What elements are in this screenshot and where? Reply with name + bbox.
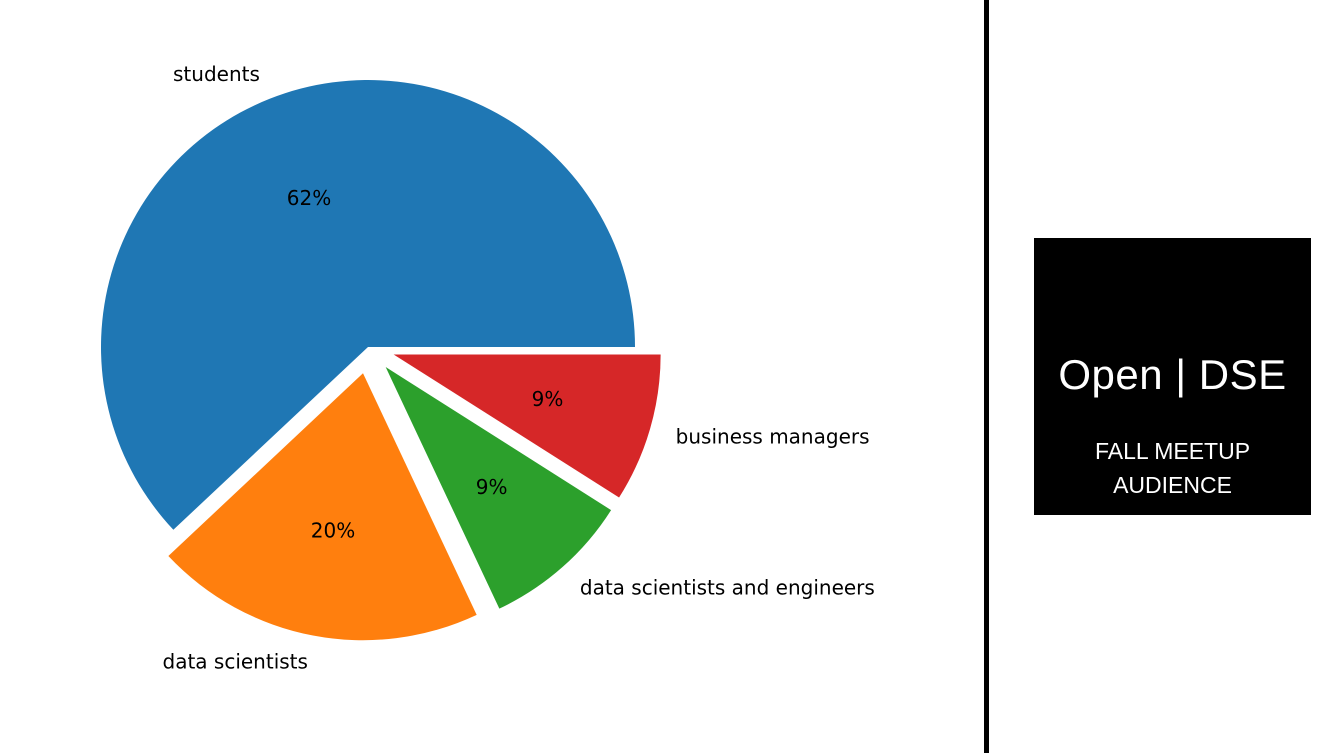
pie-percent-label: 9% [532,387,564,411]
pie-percent-label: 9% [476,475,508,499]
title-card: Open | DSE FALL MEETUP AUDIENCE [1034,238,1311,515]
event-title: Open | DSE [1058,351,1287,398]
pie-category-label: business managers [676,424,870,448]
pie-slice-data-scientists [168,373,477,641]
event-subtitle-line1: FALL MEETUP [1094,438,1251,464]
pie-category-label: data scientists and engineers [580,575,875,599]
pie-slice-students [100,79,636,530]
pie-category-label: students [173,62,260,86]
vertical-divider [984,0,989,753]
pie-percent-label: 20% [311,519,355,543]
event-subtitle-line2: AUDIENCE [1113,472,1232,498]
pie-percent-label: 62% [287,186,331,210]
event-subtitle: FALL MEETUP AUDIENCE [1034,434,1311,502]
pie-slice-business-managers [393,354,661,498]
pie-category-label: data scientists [163,650,308,674]
pie-chart: 62% students 20% data scientists 9% data scie… [100,62,875,674]
pie-chart-svg: 62% students 20% data scientists 9% data scie… [100,62,875,674]
pie-slice-data-scientists-and-engineers [385,367,612,609]
